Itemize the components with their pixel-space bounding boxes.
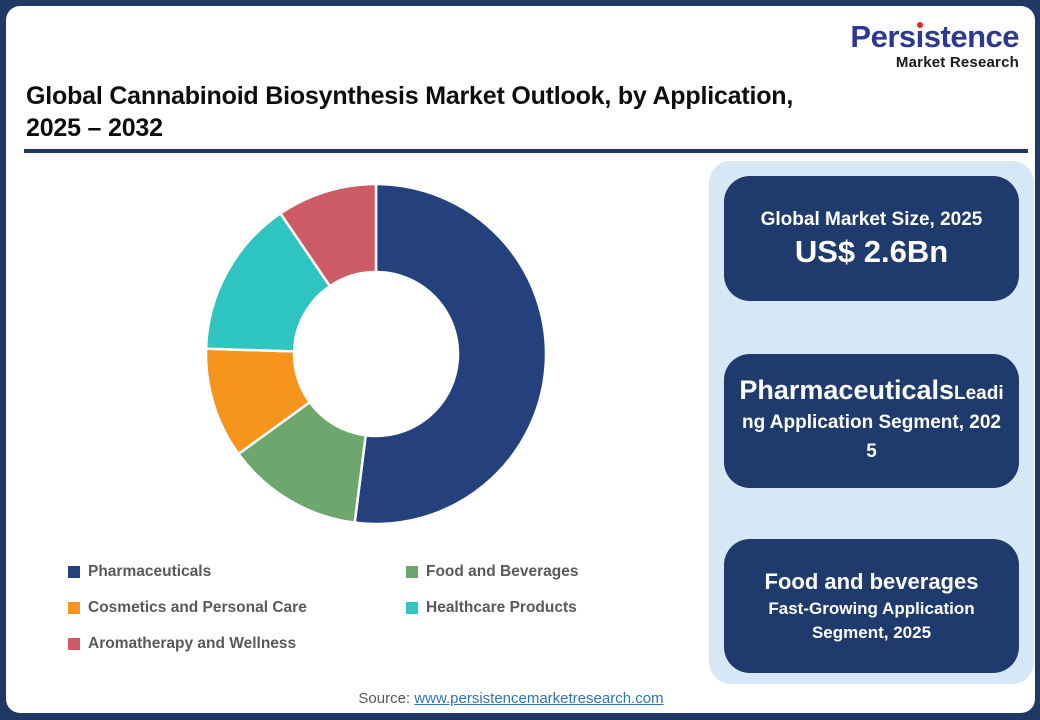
logo-part2: stence [923, 19, 1020, 54]
leading-segment-card-text: PharmaceuticalsLeading Application Segme… [739, 376, 1004, 466]
page-title-line2: 2025 – 2032 [26, 114, 163, 142]
legend-column-1: Pharmaceuticals Cosmetics and Personal Ca… [68, 554, 406, 662]
legend-item-healthcare-products: Healthcare Products [406, 590, 676, 626]
info-panel: Global Market Size, 2025 US$ 2.6Bn Pharm… [709, 161, 1034, 684]
legend-item-cosmetics-and-personal-care: Cosmetics and Personal Care [68, 590, 406, 626]
leading-segment-card: PharmaceuticalsLeading Application Segme… [724, 354, 1019, 488]
logo-wordmark: Persıstence [850, 20, 1019, 54]
legend-label: Aromatherapy and Wellness [88, 635, 297, 652]
legend-label: Food and Beverages [426, 563, 579, 580]
market-size-card-title: Global Market Size, 2025 [760, 208, 983, 230]
logo-red-dot-i: ı [915, 19, 925, 54]
fast-growing-segment-subtitle: Fast-Growing Application Segment, 2025 [768, 599, 975, 642]
page-title: Global Cannabinoid Biosynthesis Market O… [26, 80, 1016, 144]
fast-growing-segment-name: Food and beverages [764, 569, 979, 594]
legend-swatch-icon [68, 638, 80, 650]
legend-label: Healthcare Products [426, 599, 577, 616]
source-label: Source: [358, 690, 411, 707]
leading-segment-subtitle: Leading Application Segment, 2025 [741, 383, 1004, 462]
chart-legend: Pharmaceuticals Cosmetics and Personal Ca… [68, 554, 676, 662]
legend-label: Cosmetics and Personal Care [88, 599, 307, 616]
legend-swatch-icon [68, 566, 80, 578]
persistence-market-research-logo: Persıstence Market Research [850, 20, 1019, 71]
logo-subtitle: Market Research [895, 54, 1019, 71]
title-divider [24, 149, 1028, 153]
fast-growing-segment-card: Food and beverages Fast-Growing Applicat… [724, 539, 1019, 673]
donut-segment-pharmaceuticals [353, 182, 548, 526]
market-size-card-value: US$ 2.6Bn [794, 233, 949, 269]
market-size-card: Global Market Size, 2025 US$ 2.6Bn [724, 176, 1019, 301]
legend-swatch-icon [406, 602, 418, 614]
legend-item-aromatherapy-and-wellness: Aromatherapy and Wellness [68, 626, 406, 662]
logo-part1: Pers [850, 19, 916, 54]
legend-item-food-and-beverages: Food and Beverages [406, 554, 676, 590]
legend-item-pharmaceuticals: Pharmaceuticals [68, 554, 406, 590]
donut-chart-svg [204, 182, 548, 526]
page-title-line1: Global Cannabinoid Biosynthesis Market O… [26, 82, 794, 110]
legend-label: Pharmaceuticals [88, 563, 212, 580]
legend-swatch-icon [68, 602, 80, 614]
legend-swatch-icon [406, 566, 418, 578]
donut-chart [186, 164, 566, 544]
content-area: Persıstence Market Research Global Canna… [6, 6, 1035, 713]
donut-segment-aromatherapy-and-wellness [279, 182, 378, 288]
source-link[interactable]: www.persistencemarketresearch.com [414, 690, 664, 707]
leading-segment-name: Pharmaceuticals [739, 375, 954, 405]
legend-column-2: Food and Beverages Healthcare Products [406, 554, 676, 662]
source-line: Source: www.persistencemarketresearch.co… [6, 690, 1016, 707]
